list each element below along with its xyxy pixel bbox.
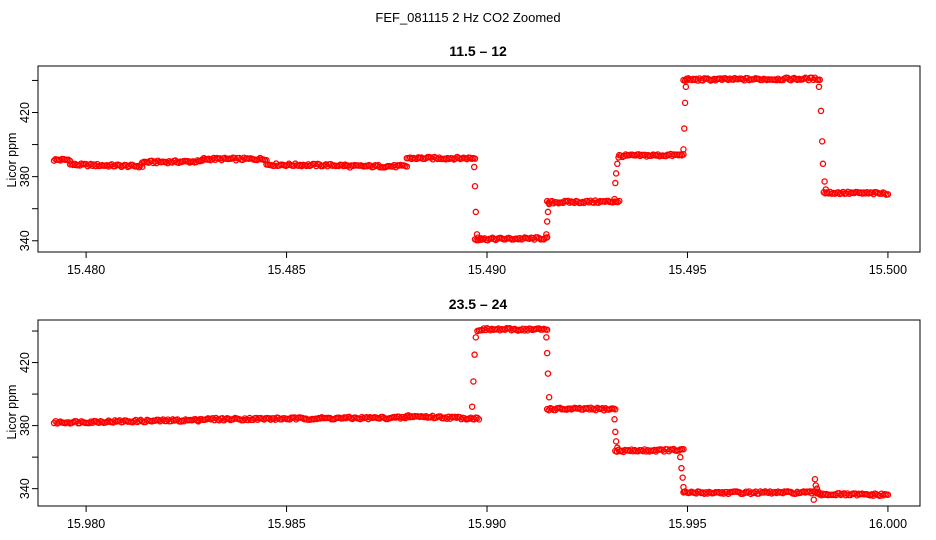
- data-point: [484, 236, 492, 244]
- y-tick-label: 420: [18, 352, 32, 373]
- data-point: [543, 231, 550, 238]
- figure-title: FEF_081115 2 Hz CO2 Zoomed: [375, 10, 560, 25]
- data-point: [474, 327, 481, 335]
- data-point: [474, 234, 482, 241]
- x-tick-label: 15.980: [67, 517, 105, 531]
- x-tick-label: 16.000: [869, 517, 907, 531]
- x-axis: 15.980 15.985 15.990 15.995 16.000: [67, 505, 907, 531]
- x-tick-label: 15.495: [668, 263, 706, 277]
- y-tick-label: 340: [18, 478, 32, 499]
- x-tick-label: 15.490: [468, 263, 506, 277]
- panel-title: 11.5 – 12: [449, 43, 507, 59]
- data-point: [884, 191, 892, 198]
- data-point: [544, 370, 552, 377]
- panel-bottom: 23.5 – 24 Licor ppm 15.980 15.985 15.990 15…: [5, 296, 921, 531]
- data-point: [477, 235, 485, 242]
- panel-top: 11.5 – 12 Licor ppm 15.480 15.485 15.490 15…: [5, 43, 921, 277]
- data-point: [612, 428, 619, 436]
- data-point: [472, 334, 480, 341]
- data-point: [884, 491, 892, 499]
- data-point: [471, 183, 479, 190]
- data-point: [615, 154, 622, 161]
- x-tick-label: 15.500: [869, 263, 907, 277]
- data-point: [679, 474, 686, 481]
- y-axis: 340 380 420: [18, 79, 38, 251]
- data-point: [543, 349, 551, 357]
- data-point: [543, 326, 551, 333]
- x-tick-label: 15.995: [668, 517, 706, 531]
- data-point: [543, 218, 551, 225]
- y-axis-label: Licor ppm: [5, 385, 19, 440]
- data-point: [810, 496, 818, 503]
- data-point: [815, 83, 823, 91]
- data-point: [471, 351, 478, 358]
- panel-title: 23.5 – 24: [449, 296, 508, 312]
- data-points: [50, 74, 892, 244]
- data-point: [545, 393, 553, 401]
- data-point: [680, 146, 687, 153]
- y-axis: 340 380 420: [18, 330, 38, 499]
- data-point: [403, 163, 411, 170]
- data-point: [614, 160, 621, 168]
- data-point: [545, 200, 553, 208]
- data-point: [819, 160, 827, 168]
- data-point: [811, 475, 819, 483]
- data-point: [681, 125, 688, 132]
- data-point: [547, 405, 554, 412]
- y-tick-label: 340: [18, 230, 32, 251]
- data-point: [677, 453, 684, 461]
- data-point: [681, 488, 688, 496]
- x-tick-label: 15.485: [267, 263, 305, 277]
- data-points: [50, 324, 892, 503]
- data-point: [611, 195, 618, 203]
- data-point: [821, 178, 828, 185]
- plot-frame: [37, 319, 921, 507]
- x-axis: 15.480 15.485 15.490 15.495 15.500: [67, 251, 907, 277]
- data-point: [544, 208, 552, 216]
- y-tick-label: 380: [18, 166, 32, 187]
- x-tick-label: 15.480: [67, 263, 105, 277]
- data-point: [822, 186, 830, 193]
- data-point: [814, 488, 822, 496]
- data-point: [612, 438, 620, 445]
- data-point: [612, 406, 619, 413]
- data-point: [816, 76, 824, 84]
- y-axis-label: Licor ppm: [5, 133, 19, 188]
- data-point: [681, 99, 689, 107]
- data-point: [66, 157, 74, 165]
- data-point: [680, 445, 687, 453]
- data-point: [812, 482, 820, 489]
- data-point: [543, 334, 550, 341]
- x-tick-label: 15.990: [468, 517, 506, 531]
- data-point: [472, 208, 480, 216]
- data-point: [813, 485, 821, 492]
- x-tick-label: 15.985: [267, 517, 305, 531]
- data-point: [543, 234, 551, 241]
- data-point: [817, 107, 825, 115]
- data-point: [678, 464, 685, 472]
- data-point: [471, 155, 479, 162]
- data-point: [470, 163, 478, 171]
- data-point: [612, 179, 619, 187]
- data-point: [612, 170, 620, 177]
- data-point: [473, 231, 481, 238]
- data-point: [468, 403, 476, 410]
- data-point: [475, 416, 483, 423]
- data-point: [683, 77, 690, 84]
- data-point: [474, 414, 481, 422]
- data-point: [470, 378, 477, 385]
- data-point: [614, 444, 621, 451]
- data-point: [611, 416, 618, 423]
- y-tick-label: 380: [18, 415, 32, 436]
- y-tick-label: 420: [18, 102, 32, 123]
- data-point: [682, 83, 690, 91]
- data-point: [818, 138, 826, 145]
